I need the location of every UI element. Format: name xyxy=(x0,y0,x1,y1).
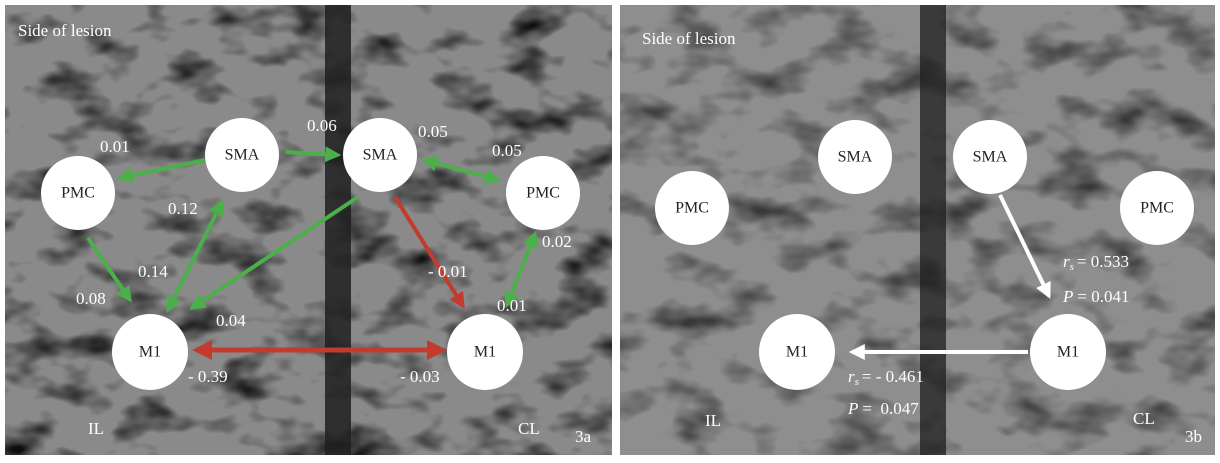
edge-label: - 0.39 xyxy=(188,367,228,386)
edge-label: 0.04 xyxy=(216,311,246,330)
node-label: SMA xyxy=(363,147,398,164)
stat-value: = 0.533 xyxy=(1077,252,1129,271)
page: { "panels": [ { "caption": "Side of lesi… xyxy=(0,0,1220,458)
node-label: PMC xyxy=(61,185,95,202)
node-label: M1 xyxy=(474,344,496,361)
stat-value: = 0.041 xyxy=(1077,287,1129,306)
side-label: IL xyxy=(88,419,104,438)
node-label: M1 xyxy=(139,344,161,361)
edge-label: 0.02 xyxy=(542,232,572,251)
edge-label: 0.06 xyxy=(307,116,337,135)
edge-label: 0.05 xyxy=(418,122,448,141)
node-label: PMC xyxy=(526,185,560,202)
stat-symbol: P xyxy=(1062,287,1073,306)
edge-label: - 0.03 xyxy=(400,367,440,386)
node-label: PMC xyxy=(675,200,709,217)
stat-symbol: P xyxy=(847,399,858,418)
edge-label: 0.01 xyxy=(100,137,130,156)
stat-value: = - 0.461 xyxy=(862,367,924,386)
side-label: CL xyxy=(518,419,540,438)
node-label: PMC xyxy=(1140,200,1174,217)
node-label: SMA xyxy=(225,147,260,164)
node-label: M1 xyxy=(786,344,808,361)
side-label: IL xyxy=(705,411,721,430)
edge-label: 0.14 xyxy=(138,262,168,281)
panel-label: 3a xyxy=(575,427,592,446)
side-label: CL xyxy=(1133,409,1155,428)
edge-label: 0.05 xyxy=(492,141,522,160)
caption: Side of lesion xyxy=(18,21,112,40)
node-label: SMA xyxy=(838,149,873,166)
stat-subscript: s xyxy=(855,376,859,388)
edge-label: 0.12 xyxy=(168,199,198,218)
edge-label: 0.08 xyxy=(76,289,106,308)
statistic: P= 0.047 xyxy=(847,399,919,418)
stat-subscript: s xyxy=(1070,261,1074,273)
node-label: M1 xyxy=(1057,344,1079,361)
stat-value: = 0.047 xyxy=(862,399,919,418)
edge-label: 0.01 xyxy=(497,296,527,315)
figure: SMA SMA PMC PMC M1 M1 SMA SMA PMC PMC M1… xyxy=(0,0,1220,458)
statistic: P= 0.041 xyxy=(1062,287,1129,306)
caption: Side of lesion xyxy=(642,29,736,48)
node-label: SMA xyxy=(973,149,1008,166)
edge-label: - 0.01 xyxy=(428,262,468,281)
panel-label: 3b xyxy=(1185,427,1202,446)
